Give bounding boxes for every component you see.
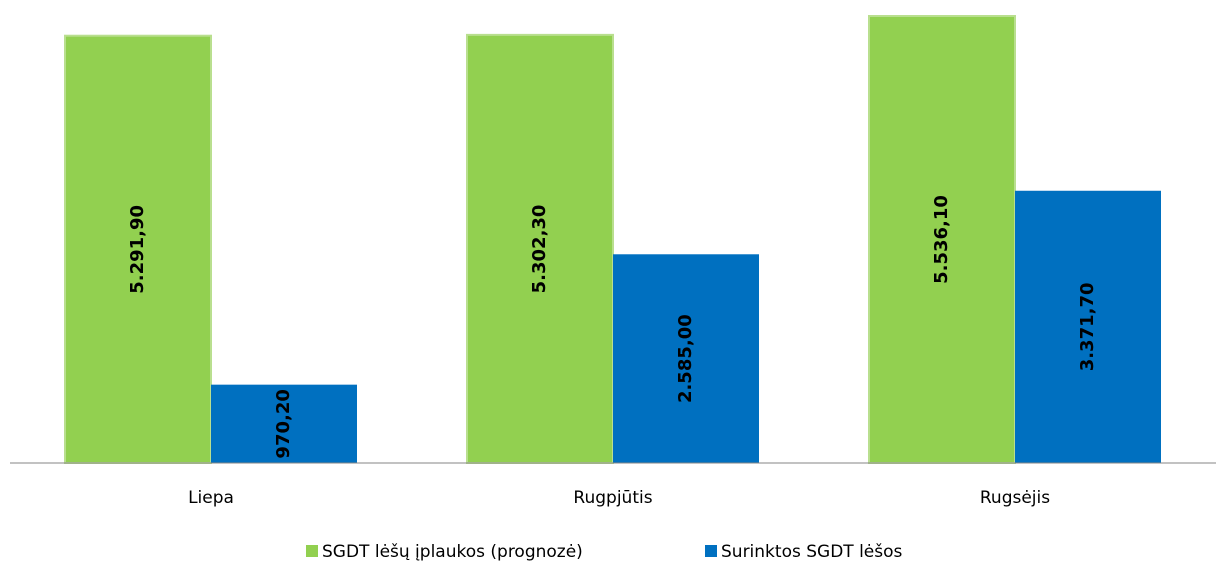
legend-swatch [705, 545, 717, 557]
x-tick-label: Rugpjūtis [573, 488, 652, 508]
x-tick-label: Liepa [188, 488, 234, 508]
bar [64, 34, 212, 465]
data-label: 970,20 [273, 389, 294, 458]
bar [1015, 190, 1161, 463]
bar [211, 384, 357, 463]
bar [466, 33, 614, 465]
x-tick-label: Rugsėjis [980, 488, 1050, 508]
data-label: 2.585,00 [675, 314, 696, 403]
legend-swatch [306, 545, 318, 557]
bar [868, 15, 1016, 464]
data-label: 5.291,90 [127, 205, 148, 294]
legend-label: SGDT lėšų įplaukos (prognozė) [322, 542, 583, 562]
legend-label: Surinktos SGDT lėšos [721, 542, 903, 562]
data-label: 5.536,10 [931, 195, 952, 284]
data-label: 5.302,30 [529, 205, 550, 294]
bar [613, 254, 759, 463]
data-label: 3.371,70 [1077, 282, 1098, 371]
